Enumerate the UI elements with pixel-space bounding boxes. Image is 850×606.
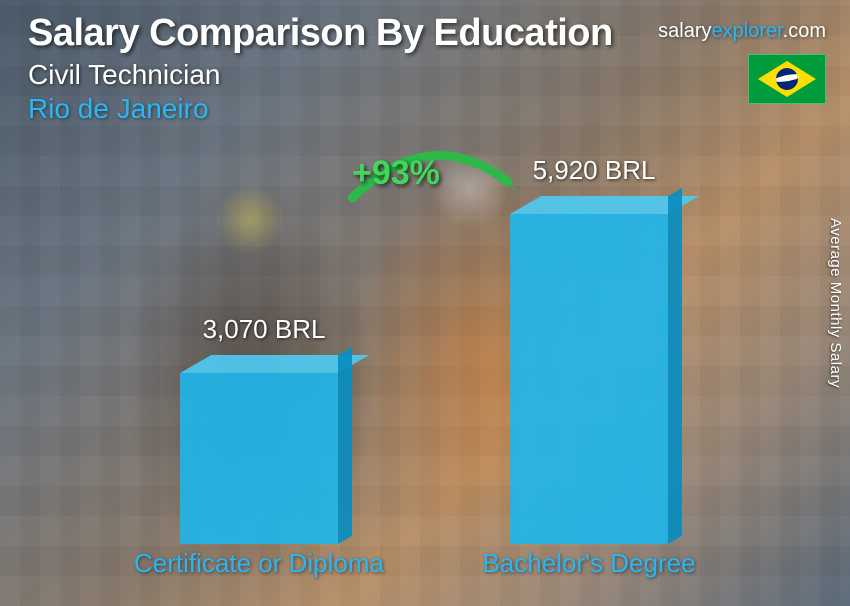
value-label-1: 5,920 BRL (500, 155, 688, 186)
category-label-1: Bachelor's Degree (450, 548, 728, 579)
brand-part2: explorer (712, 20, 783, 42)
brazil-flag-icon (748, 54, 826, 104)
brand-logo: salaryexplorer.com (658, 20, 826, 43)
location-label: Rio de Janeiro (28, 93, 830, 125)
category-labels: Certificate or Diploma Bachelor's Degree (0, 548, 850, 588)
job-subtitle: Civil Technician (28, 59, 830, 91)
percent-increase-badge: +93% (352, 154, 440, 193)
flag-circle (776, 68, 798, 90)
bar-chart: 3,070 BRL5,920 BRL (0, 190, 850, 544)
bar-side (668, 188, 682, 544)
bar-front (510, 214, 668, 544)
category-label-0: Certificate or Diploma (120, 548, 398, 579)
bar-side (338, 347, 352, 544)
bar-front (180, 373, 338, 544)
flag-diamond (758, 61, 816, 97)
bar-1 (510, 214, 668, 544)
bar-0 (180, 373, 338, 544)
value-label-0: 3,070 BRL (170, 314, 358, 345)
brand-part1: salary (658, 20, 711, 42)
brand-part3: .com (783, 20, 826, 42)
chart-container: Salary Comparison By Education Civil Tec… (0, 0, 850, 606)
